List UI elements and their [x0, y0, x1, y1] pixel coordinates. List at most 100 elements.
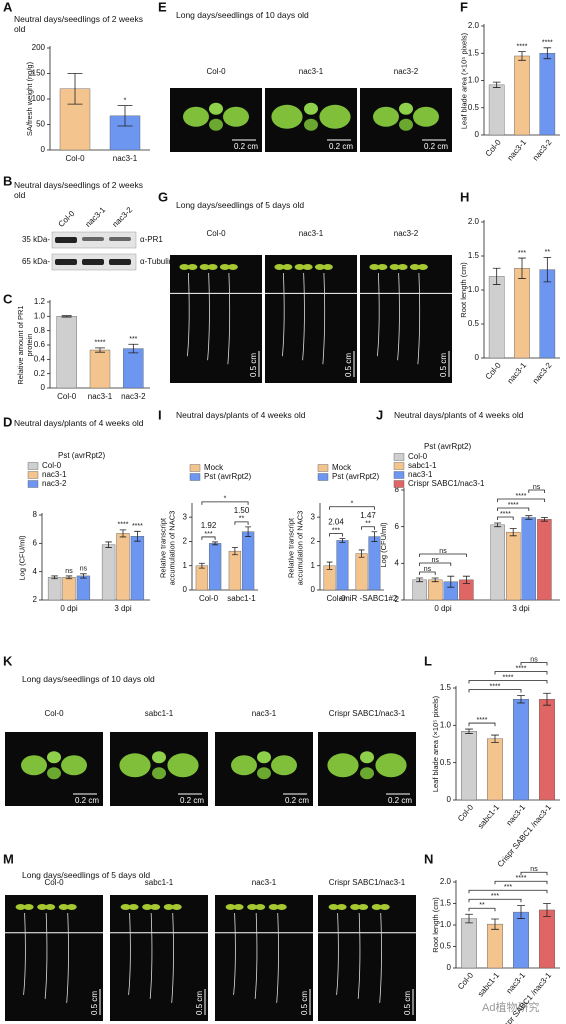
error-bar [517, 905, 525, 919]
x-tick-label: 0 dpi [434, 604, 452, 613]
scale-label: 0.5 cm [90, 991, 99, 1015]
cotyledon [302, 264, 313, 270]
x-tick-label: nac3-1 [505, 970, 528, 995]
genotype-label: Col-0 [44, 709, 64, 718]
cotyledon [282, 264, 293, 270]
bar [513, 911, 530, 969]
error-bar [518, 257, 526, 279]
panel-letter: I [158, 407, 162, 422]
leaf [413, 106, 439, 127]
bar [241, 531, 255, 591]
root [227, 272, 231, 365]
bar [514, 268, 530, 359]
cotyledon [163, 904, 174, 910]
bar [539, 699, 556, 801]
panel-title: Neutral days/seedlings of 2 weeks old [14, 14, 143, 35]
x-tick-label: Col-0 [65, 154, 85, 163]
leaf [231, 755, 257, 776]
cotyledon [314, 264, 325, 270]
y-axis-label: Relative transcript accumulation of NAC3 [158, 510, 176, 585]
genotype-label: nac3-1 [252, 709, 277, 718]
bar [56, 316, 77, 389]
panel-letter: C [3, 291, 13, 306]
error-bar [212, 541, 219, 546]
bar [488, 84, 505, 136]
panel-letter: M [3, 851, 14, 866]
significance-bracket [361, 526, 375, 530]
legend-label: Col-0 [408, 452, 428, 461]
significance-label: * [224, 496, 227, 503]
error-bar [492, 267, 501, 285]
error-bar [543, 692, 551, 706]
y-tick-label: 8 [395, 485, 400, 494]
comparison-bracket [468, 907, 496, 912]
legend-label: nac3-2 [42, 479, 67, 488]
y-tick-label: 6 [395, 522, 400, 531]
y-tick-label: 3 [183, 512, 188, 521]
y-tick-label: 0 [475, 130, 480, 139]
comparison-label: **** [516, 493, 527, 500]
scale-label: 0.2 cm [180, 796, 204, 805]
bar [487, 923, 504, 969]
panel-letter: J [376, 407, 383, 422]
y-tick-label: 1.0 [440, 720, 452, 729]
leaf [304, 118, 318, 131]
y-axis-label: Log (CFU/ml) [17, 535, 26, 581]
cotyledon [142, 904, 153, 910]
cotyledon [150, 904, 161, 910]
photo [265, 255, 357, 383]
significance-bracket [234, 521, 249, 525]
significance-label: **** [95, 340, 106, 347]
bar [130, 536, 145, 601]
leaf [271, 755, 297, 776]
genotype-label: nac3-1 [299, 229, 324, 238]
x-tick-label: nac3-1 [113, 154, 138, 163]
root [23, 912, 26, 995]
panel-title: Neutral days/plants of 4 weeks old [14, 418, 144, 428]
error-bar [245, 526, 252, 537]
y-tick-label: 3 [311, 512, 316, 521]
leaf [152, 767, 166, 780]
root [322, 272, 326, 365]
leaf [209, 118, 223, 131]
legend-label: sabc1-1 [408, 461, 437, 470]
significance-label: **** [542, 40, 553, 47]
y-tick-label: 0.4 [34, 354, 46, 363]
comparison-label: **** [500, 511, 511, 518]
y-axis-label: SA/fresh weight (ng/g) [25, 61, 34, 137]
bar [208, 543, 222, 591]
scale-label: 0.5 cm [403, 991, 412, 1015]
y-axis-label: Leaf blade area (×10⁵ pixels) [431, 695, 440, 793]
cotyledon [219, 264, 230, 270]
scale-label: 0.5 cm [300, 991, 309, 1015]
x-tick-label: nac3-1 [506, 360, 529, 385]
leaf [327, 753, 359, 778]
comparison-bracket [468, 898, 522, 903]
error-bar [465, 913, 473, 924]
fold-change-label: 1.92 [201, 521, 217, 530]
legend-swatch [393, 471, 405, 479]
bar [539, 53, 556, 136]
comparison-label: *** [491, 893, 499, 900]
y-tick-label: 0 [447, 963, 452, 972]
y-tick-label: 1.2 [34, 297, 46, 306]
legend-swatch [393, 480, 405, 488]
photo [360, 255, 452, 383]
legend-swatch [189, 464, 201, 472]
antibody-label: α-PR1 [140, 235, 163, 244]
scale-label: 0.5 cm [439, 353, 448, 377]
leaf [257, 751, 271, 764]
panel-letter: L [424, 653, 432, 668]
x-tick-label: Col-0 [456, 970, 476, 991]
x-tick-label: nac3-1 [88, 392, 113, 401]
x-tick-label: nac3-2 [121, 392, 146, 401]
band [82, 259, 104, 265]
panel-letter: B [3, 173, 12, 188]
x-tick-label: nac3-2 [531, 137, 554, 162]
photo [318, 895, 416, 1021]
error-bar [358, 549, 365, 558]
fold-change-label: 1.50 [234, 506, 250, 515]
leaf [21, 755, 47, 776]
y-tick-label: 4 [33, 567, 38, 576]
